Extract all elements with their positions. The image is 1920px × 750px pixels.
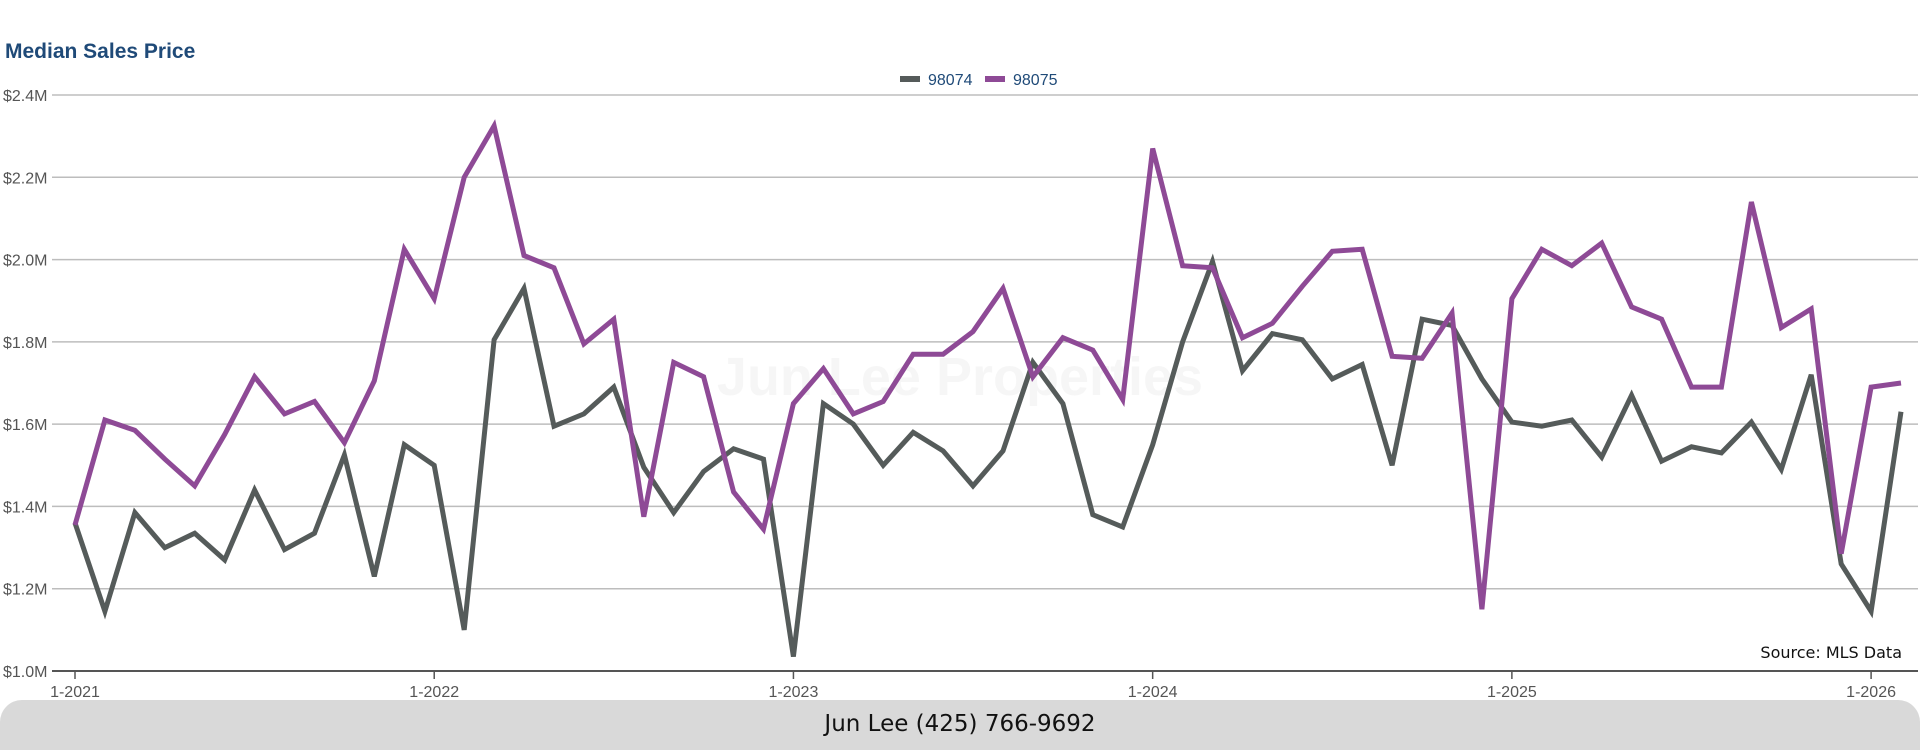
y-tick-label: $2.2M <box>3 170 47 187</box>
chart-title: Median Sales Price <box>5 40 196 63</box>
footer-bar: Jun Lee (425) 766-9692 <box>0 700 1920 750</box>
agent-contact: Jun Lee (425) 766-9692 <box>824 711 1096 737</box>
x-tick-label: 1-2026 <box>1846 684 1896 700</box>
source-note: Source: MLS Data <box>1760 643 1902 662</box>
x-tick-label: 1-2024 <box>1128 684 1178 700</box>
legend-label-98075: 98075 <box>1013 72 1058 89</box>
line-chart: Jun Lee Properties $1.0M$1.2M$1.4M$1.6M$… <box>3 72 1918 700</box>
y-tick-label: $1.2M <box>3 582 47 599</box>
x-tick-label: 1-2025 <box>1487 684 1537 700</box>
y-tick-label: $1.4M <box>3 499 47 516</box>
series-line-98074 <box>72 253 1904 657</box>
y-tick-label: $2.4M <box>3 88 47 105</box>
x-tick-label: 1-2022 <box>409 684 459 700</box>
y-tick-label: $1.0M <box>3 664 47 681</box>
y-tick-label: $2.0M <box>3 253 47 270</box>
series-line-98075 <box>72 119 1902 610</box>
x-tick-label: 1-2021 <box>50 684 100 700</box>
y-tick-label: $1.6M <box>3 417 47 434</box>
y-tick-label: $1.8M <box>3 335 47 352</box>
x-tick-label: 1-2023 <box>769 684 819 700</box>
legend: 98074 98075 <box>900 72 1058 89</box>
legend-label-98074: 98074 <box>928 72 973 89</box>
